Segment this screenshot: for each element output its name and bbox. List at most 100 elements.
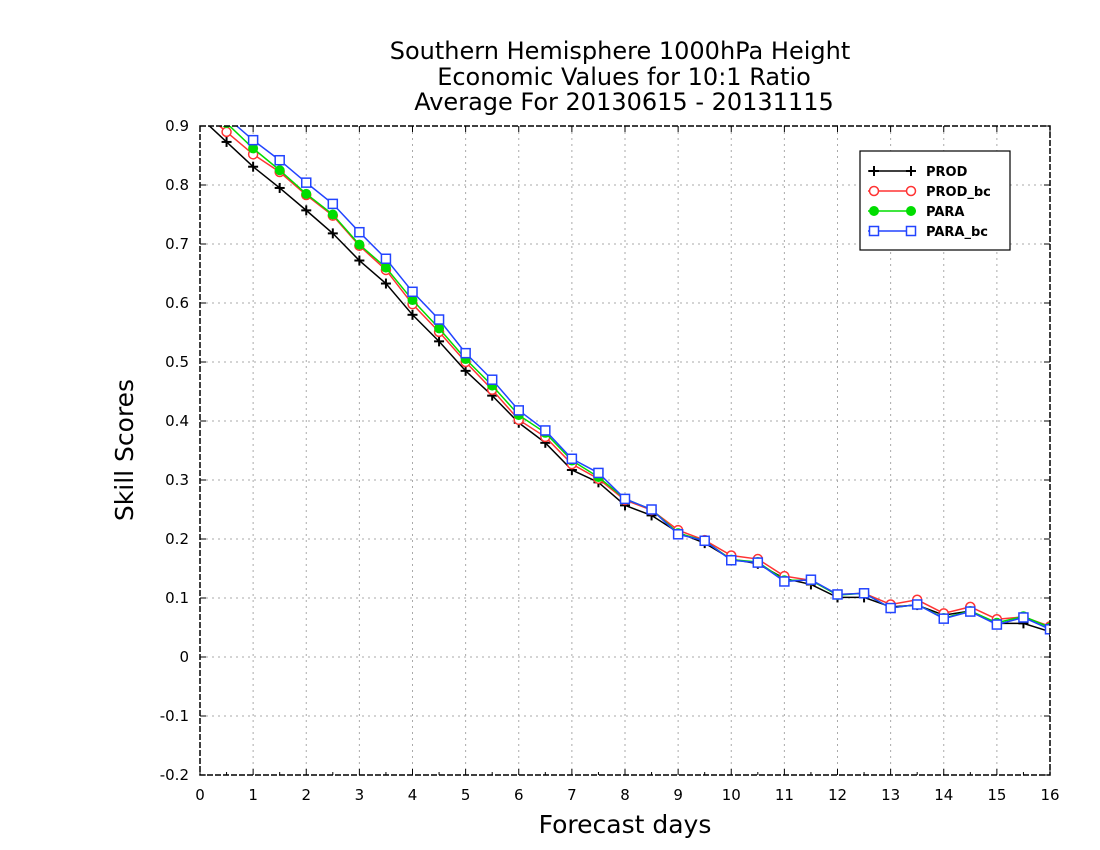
data-point bbox=[354, 239, 365, 250]
data-point bbox=[354, 226, 365, 238]
y-tick-label: 0.9 bbox=[165, 117, 189, 135]
data-point bbox=[752, 557, 764, 568]
data-point bbox=[911, 599, 923, 610]
data-point bbox=[805, 574, 817, 585]
y-tick-label: 0.7 bbox=[165, 235, 189, 253]
data-point bbox=[646, 504, 657, 515]
legend: PROD PROD_bc PARA PARA_bc bbox=[859, 150, 1011, 251]
data-point bbox=[906, 206, 916, 216]
data-point bbox=[1018, 612, 1029, 623]
data-point bbox=[905, 185, 917, 197]
data-point bbox=[779, 576, 790, 587]
x-tick-label: 4 bbox=[408, 786, 418, 804]
y-tick-label: 0.6 bbox=[165, 294, 189, 312]
x-tick-label: 2 bbox=[301, 786, 311, 804]
y-tick-label: 0.8 bbox=[165, 176, 189, 194]
y-tick-label: -0.2 bbox=[160, 766, 189, 784]
data-point bbox=[869, 166, 879, 176]
data-point bbox=[433, 314, 445, 325]
data-point bbox=[991, 619, 1003, 630]
data-point bbox=[221, 136, 232, 147]
data-point bbox=[380, 262, 391, 273]
x-tick-label: 5 bbox=[461, 786, 471, 804]
data-point bbox=[460, 347, 471, 359]
data-point bbox=[274, 154, 285, 166]
data-point bbox=[938, 613, 949, 624]
x-tick-label: 1 bbox=[248, 786, 258, 804]
y-tick-label: 0.3 bbox=[165, 471, 189, 489]
data-point bbox=[513, 405, 524, 416]
legend-item-para: PARA bbox=[868, 205, 964, 220]
data-point bbox=[354, 255, 365, 266]
y-tick-label: 0.1 bbox=[165, 589, 189, 607]
y-tick-labels: -0.2 -0.1 0 0.1 0.2 0.3 0.4 0.5 0.6 0.7 0.8 0.9 bbox=[160, 117, 189, 784]
legend-label: PARA_bc bbox=[926, 225, 988, 240]
data-point bbox=[301, 177, 312, 188]
x-tick-label: 3 bbox=[355, 786, 365, 804]
y-tick-label: 0.2 bbox=[165, 530, 189, 548]
data-point bbox=[407, 286, 418, 298]
x-tick-label: 16 bbox=[1040, 786, 1059, 804]
data-point bbox=[327, 198, 339, 210]
data-point bbox=[222, 113, 231, 122]
y-tick-label: 0.4 bbox=[165, 412, 189, 430]
data-point bbox=[566, 453, 578, 465]
data-point bbox=[327, 209, 338, 220]
y-tick-label: 0 bbox=[179, 648, 189, 666]
x-tick-label: 8 bbox=[620, 786, 630, 804]
data-point bbox=[593, 467, 604, 479]
y-axis-title: Skill Scores bbox=[110, 379, 139, 521]
data-point bbox=[726, 554, 737, 566]
data-point bbox=[486, 374, 498, 385]
x-tick-labels: 0 1 2 3 4 5 6 7 8 9 10 11 12 13 14 15 16 bbox=[195, 786, 1059, 804]
series-para-bc bbox=[222, 113, 1050, 635]
x-tick-label: 0 bbox=[195, 786, 205, 804]
data-point bbox=[965, 606, 976, 617]
data-point bbox=[434, 323, 445, 334]
legend-box bbox=[859, 150, 1011, 251]
data-point bbox=[868, 225, 880, 237]
data-point bbox=[248, 161, 259, 172]
data-point bbox=[274, 182, 285, 193]
plot-frame bbox=[199, 125, 1051, 776]
legend-label: PARA bbox=[926, 205, 964, 220]
title-line-2: Economic Values for 10:1 Ratio bbox=[437, 63, 811, 91]
x-axis-title: Forecast days bbox=[539, 810, 712, 839]
x-tick-label: 6 bbox=[514, 786, 524, 804]
data-point bbox=[1044, 624, 1050, 635]
data-point bbox=[869, 206, 879, 216]
title-line-1: Southern Hemisphere 1000hPa Height bbox=[390, 37, 850, 65]
x-tick-label: 15 bbox=[987, 786, 1006, 804]
x-tick-label: 14 bbox=[934, 786, 953, 804]
data-point bbox=[672, 529, 684, 540]
x-tick-label: 13 bbox=[881, 786, 900, 804]
data-point bbox=[221, 126, 232, 138]
x-tick-label: 11 bbox=[775, 786, 794, 804]
legend-item-para-bc: PARA_bc bbox=[868, 225, 988, 240]
data-point bbox=[274, 165, 285, 176]
legend-label: PROD_bc bbox=[926, 185, 991, 200]
x-tick-label: 9 bbox=[673, 786, 683, 804]
data-point bbox=[301, 188, 312, 199]
x-tick-label: 12 bbox=[828, 786, 847, 804]
x-tick-label: 7 bbox=[567, 786, 577, 804]
data-point bbox=[858, 588, 870, 599]
data-point bbox=[885, 602, 896, 614]
y-tick-label: 0.5 bbox=[165, 353, 189, 371]
chart-title: Southern Hemisphere 1000hPa Height Econo… bbox=[390, 37, 850, 116]
data-point bbox=[906, 166, 916, 176]
data-point bbox=[301, 205, 312, 216]
data-point bbox=[407, 309, 418, 320]
data-point bbox=[540, 425, 551, 436]
data-point bbox=[247, 134, 259, 146]
title-line-3: Average For 20130615 - 20131115 bbox=[414, 88, 834, 116]
data-point bbox=[868, 185, 880, 197]
data-point bbox=[460, 365, 471, 376]
data-point bbox=[380, 253, 392, 264]
data-point bbox=[434, 336, 445, 347]
data-point bbox=[832, 589, 843, 600]
data-point bbox=[699, 535, 710, 547]
x-tick-label: 10 bbox=[722, 786, 741, 804]
data-point bbox=[327, 228, 338, 239]
